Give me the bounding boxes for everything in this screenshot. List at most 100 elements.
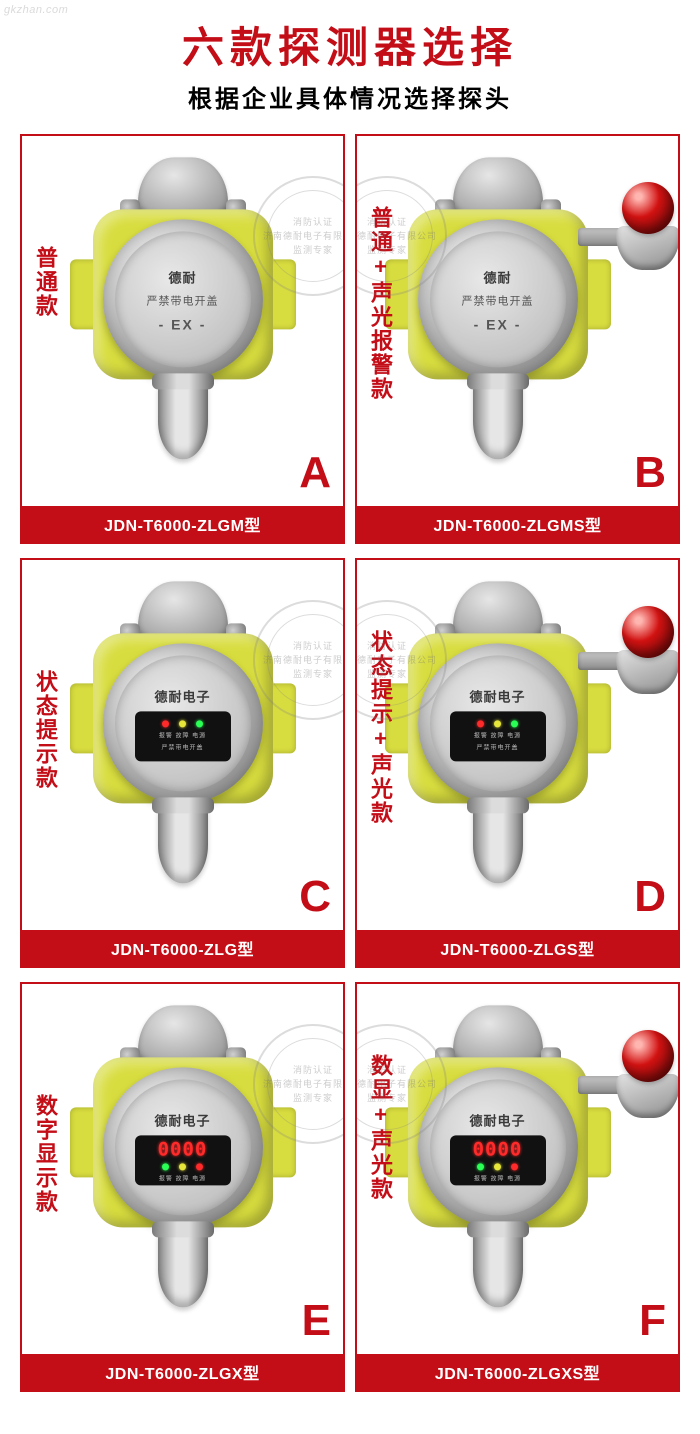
product-letter: C [299, 872, 331, 922]
product-image-area: 消防认证 济南德耐电子有限公司 监测专家 状态提示+声光款 德耐电子报警 故障 … [357, 560, 678, 930]
led-r [511, 1163, 518, 1170]
product-model-label: JDN-T6000-ZLGMS型 [357, 506, 678, 542]
device-warning-text: 严禁带电开盖 [462, 292, 534, 308]
device-brand: 德耐 [483, 267, 511, 286]
product-letter: E [302, 1296, 331, 1346]
device-probe [473, 1227, 523, 1307]
device-digital-panel: 0000 报警 故障 电源 [450, 1135, 546, 1185]
device-probe [158, 379, 208, 459]
detector-device-icon: 德耐电子 0000 报警 故障 电源 [373, 997, 623, 1327]
led-g [162, 1163, 169, 1170]
variant-label: 数字显示款 [32, 1094, 58, 1214]
alarm-beacon-icon [608, 1024, 678, 1124]
device-probe [158, 803, 208, 883]
product-card-a: 消防认证 济南德耐电子有限公司 监测专家 普通款 德耐严禁带电开盖- EX - … [20, 134, 345, 544]
product-card-f: 消防认证 济南德耐电子有限公司 监测专家 数显+声光款 德耐电子0000报警 故… [355, 982, 680, 1392]
variant-label: 普通+声光报警款 [367, 206, 393, 401]
device-top-cap [138, 1005, 228, 1065]
panel-caption: 报警 故障 电源 [474, 730, 521, 739]
product-card-c: 消防认证 济南德耐电子有限公司 监测专家 状态提示款 德耐电子报警 故障 电源严… [20, 558, 345, 968]
beacon-dome [622, 1030, 674, 1082]
device-face-ring: 德耐电子报警 故障 电源严禁带电开盖 [418, 643, 578, 803]
product-model-label: JDN-T6000-ZLGX型 [22, 1354, 343, 1390]
status-leds [162, 720, 203, 727]
device-face: 德耐电子 0000 报警 故障 电源 [430, 1079, 566, 1215]
product-model-label: JDN-T6000-ZLG型 [22, 930, 343, 966]
device-top-cap [453, 581, 543, 641]
device-status-panel: 报警 故障 电源严禁带电开盖 [450, 711, 546, 761]
product-letter: A [299, 448, 331, 498]
device-brand: 德耐电子 [154, 686, 210, 705]
product-letter: F [639, 1296, 666, 1346]
product-card-d: 消防认证 济南德耐电子有限公司 监测专家 状态提示+声光款 德耐电子报警 故障 … [355, 558, 680, 968]
page-subtitle: 根据企业具体情况选择探头 [0, 79, 700, 114]
led-g [511, 720, 518, 727]
device-probe [473, 379, 523, 459]
detector-device-icon: 德耐电子报警 故障 电源严禁带电开盖 [373, 573, 623, 903]
product-card-e: 消防认证 济南德耐电子有限公司 监测专家 数字显示款 德耐电子0000报警 故障… [20, 982, 345, 1392]
device-top-cap [138, 581, 228, 641]
product-image-area: 消防认证 济南德耐电子有限公司 监测专家 状态提示款 德耐电子报警 故障 电源严… [22, 560, 343, 930]
device-face-ring: 德耐电子 0000 报警 故障 电源 [418, 1067, 578, 1227]
device-status-panel: 报警 故障 电源严禁带电开盖 [135, 711, 231, 761]
status-leds [162, 1163, 203, 1170]
device-probe [158, 1227, 208, 1307]
device-warning-text: 严禁带电开盖 [147, 292, 219, 308]
device-brand: 德耐电子 [154, 1110, 210, 1129]
variant-label: 状态提示款 [32, 670, 58, 790]
led-y [179, 1163, 186, 1170]
panel-caption: 报警 故障 电源 [474, 1173, 521, 1182]
panel-warning: 严禁带电开盖 [161, 742, 203, 751]
status-leds [477, 1163, 518, 1170]
led-r [162, 720, 169, 727]
device-face: 德耐严禁带电开盖- EX - [115, 231, 251, 367]
device-brand: 德耐电子 [469, 686, 525, 705]
device-face-ring: 德耐严禁带电开盖 - EX - [418, 219, 578, 379]
header: 六款探测器选择 根据企业具体情况选择探头 [0, 0, 700, 122]
device-face-ring: 德耐电子报警 故障 电源严禁带电开盖 [103, 643, 263, 803]
led-g [196, 720, 203, 727]
detector-device-icon: 德耐严禁带电开盖 - EX - [373, 149, 623, 479]
device-brand: 德耐 [168, 267, 196, 286]
device-face: 德耐电子报警 故障 电源严禁带电开盖 [115, 655, 251, 791]
product-model-label: JDN-T6000-ZLGM型 [22, 506, 343, 542]
product-image-area: 消防认证 济南德耐电子有限公司 监测专家 普通款 德耐严禁带电开盖- EX - … [22, 136, 343, 506]
device-face: 德耐电子 0000 报警 故障 电源 [115, 1079, 251, 1215]
product-letter: B [634, 448, 666, 498]
alarm-beacon-icon [608, 600, 678, 700]
led-r [477, 720, 484, 727]
device-probe [473, 803, 523, 883]
device-face-ring: 德耐电子 0000 报警 故障 电源 [103, 1067, 263, 1227]
product-image-area: 消防认证 济南德耐电子有限公司 监测专家 普通+声光报警款 德耐严禁带电开盖- … [357, 136, 678, 506]
product-model-label: JDN-T6000-ZLGXS型 [357, 1354, 678, 1390]
digital-readout: 0000 [158, 1138, 208, 1160]
led-y [179, 720, 186, 727]
led-y [494, 720, 501, 727]
beacon-dome [622, 606, 674, 658]
device-ex-mark: - EX - [474, 316, 522, 332]
led-g [477, 1163, 484, 1170]
beacon-dome [622, 182, 674, 234]
device-face: 德耐电子报警 故障 电源严禁带电开盖 [430, 655, 566, 791]
watermark-corner: gkzhan.com [4, 4, 68, 16]
device-top-cap [453, 157, 543, 217]
product-model-label: JDN-T6000-ZLGS型 [357, 930, 678, 966]
device-face-ring: 德耐严禁带电开盖- EX - [103, 219, 263, 379]
digital-readout: 0000 [473, 1138, 523, 1160]
variant-label: 普通款 [32, 246, 58, 318]
device-digital-panel: 0000 报警 故障 电源 [135, 1135, 231, 1185]
device-top-cap [138, 157, 228, 217]
device-top-cap [453, 1005, 543, 1065]
panel-caption: 报警 故障 电源 [159, 730, 206, 739]
panel-caption: 报警 故障 电源 [159, 1173, 206, 1182]
status-leds [477, 720, 518, 727]
detector-device-icon: 德耐电子报警 故障 电源严禁带电开盖 [58, 573, 308, 903]
product-image-area: 消防认证 济南德耐电子有限公司 监测专家 数显+声光款 德耐电子0000报警 故… [357, 984, 678, 1354]
variant-label: 状态提示+声光款 [367, 630, 393, 825]
product-letter: D [634, 872, 666, 922]
product-image-area: 消防认证 济南德耐电子有限公司 监测专家 数字显示款 德耐电子0000报警 故障… [22, 984, 343, 1354]
product-card-b: 消防认证 济南德耐电子有限公司 监测专家 普通+声光报警款 德耐严禁带电开盖- … [355, 134, 680, 544]
product-grid: 消防认证 济南德耐电子有限公司 监测专家 普通款 德耐严禁带电开盖- EX - … [0, 122, 700, 1412]
panel-warning: 严禁带电开盖 [476, 742, 518, 751]
device-brand: 德耐电子 [469, 1110, 525, 1129]
